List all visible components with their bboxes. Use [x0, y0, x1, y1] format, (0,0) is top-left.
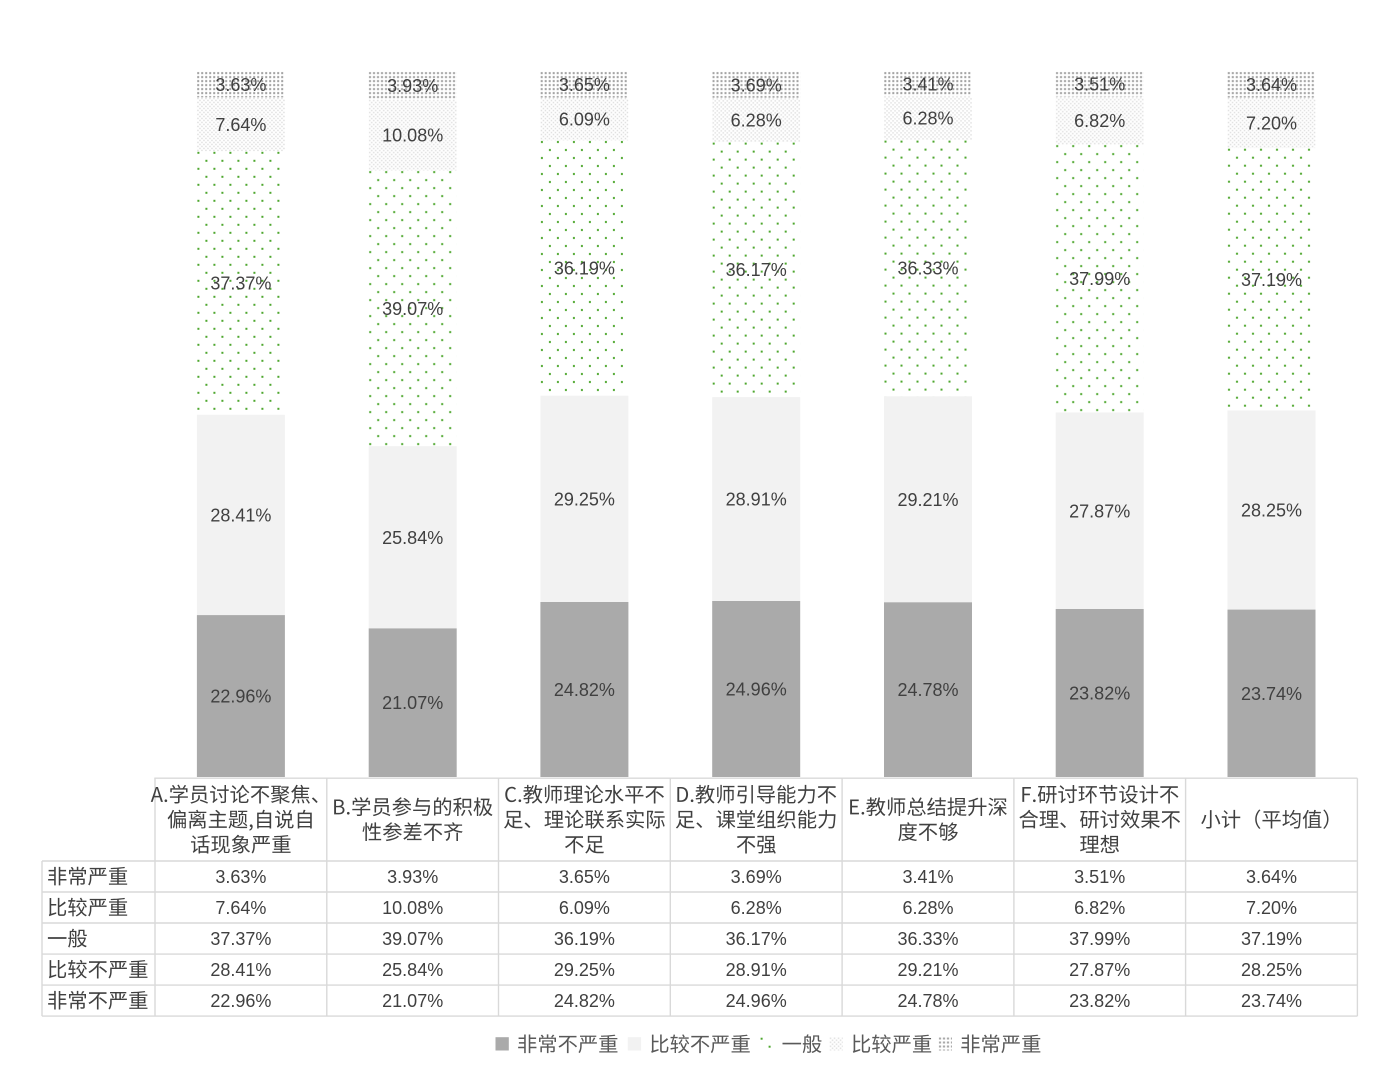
- svg-text:29.21%: 29.21%: [897, 960, 958, 980]
- svg-text:36.33%: 36.33%: [897, 929, 958, 949]
- svg-text:25.84%: 25.84%: [382, 528, 443, 548]
- svg-text:3.69%: 3.69%: [731, 75, 782, 95]
- svg-text:39.07%: 39.07%: [382, 929, 443, 949]
- svg-text:28.25%: 28.25%: [1241, 501, 1302, 521]
- svg-text:36.19%: 36.19%: [554, 929, 615, 949]
- svg-text:23.82%: 23.82%: [1069, 991, 1130, 1011]
- svg-text:37.37%: 37.37%: [210, 929, 271, 949]
- svg-text:6.28%: 6.28%: [731, 111, 782, 131]
- svg-text:7.20%: 7.20%: [1246, 113, 1297, 133]
- svg-text:24.96%: 24.96%: [726, 680, 787, 700]
- svg-text:29.21%: 29.21%: [897, 490, 958, 510]
- svg-text:6.28%: 6.28%: [902, 898, 953, 918]
- svg-text:28.25%: 28.25%: [1241, 960, 1302, 980]
- svg-text:3.64%: 3.64%: [1246, 75, 1297, 95]
- svg-text:7.20%: 7.20%: [1246, 898, 1297, 918]
- svg-text:24.96%: 24.96%: [726, 991, 787, 1011]
- svg-text:24.82%: 24.82%: [554, 991, 615, 1011]
- svg-text:3.69%: 3.69%: [731, 867, 782, 887]
- svg-text:3.41%: 3.41%: [902, 74, 953, 94]
- svg-text:37.37%: 37.37%: [210, 274, 271, 294]
- svg-text:24.78%: 24.78%: [897, 991, 958, 1011]
- svg-text:37.19%: 37.19%: [1241, 929, 1302, 949]
- svg-text:36.17%: 36.17%: [726, 929, 787, 949]
- svg-text:39.07%: 39.07%: [382, 299, 443, 319]
- svg-text:23.74%: 23.74%: [1241, 991, 1302, 1011]
- svg-text:24.78%: 24.78%: [897, 680, 958, 700]
- svg-text:28.91%: 28.91%: [726, 490, 787, 510]
- svg-text:24.82%: 24.82%: [554, 680, 615, 700]
- svg-text:36.33%: 36.33%: [897, 259, 958, 279]
- svg-text:36.19%: 36.19%: [554, 259, 615, 279]
- svg-text:37.19%: 37.19%: [1241, 270, 1302, 290]
- svg-text:7.64%: 7.64%: [215, 115, 266, 135]
- svg-text:27.87%: 27.87%: [1069, 960, 1130, 980]
- svg-text:3.41%: 3.41%: [902, 867, 953, 887]
- svg-text:37.99%: 37.99%: [1069, 929, 1130, 949]
- svg-text:3.51%: 3.51%: [1074, 867, 1125, 887]
- svg-text:10.08%: 10.08%: [382, 126, 443, 146]
- svg-text:29.25%: 29.25%: [554, 960, 615, 980]
- svg-text:23.74%: 23.74%: [1241, 684, 1302, 704]
- svg-text:36.17%: 36.17%: [726, 260, 787, 280]
- svg-text:21.07%: 21.07%: [382, 991, 443, 1011]
- svg-text:3.51%: 3.51%: [1074, 75, 1125, 95]
- svg-text:3.65%: 3.65%: [559, 867, 610, 887]
- svg-text:23.82%: 23.82%: [1069, 684, 1130, 704]
- svg-text:6.82%: 6.82%: [1074, 898, 1125, 918]
- svg-text:6.82%: 6.82%: [1074, 111, 1125, 131]
- svg-text:3.93%: 3.93%: [387, 867, 438, 887]
- svg-text:28.91%: 28.91%: [726, 960, 787, 980]
- svg-text:6.28%: 6.28%: [902, 109, 953, 129]
- svg-text:6.28%: 6.28%: [731, 898, 782, 918]
- svg-text:21.07%: 21.07%: [382, 693, 443, 713]
- svg-text:3.63%: 3.63%: [215, 867, 266, 887]
- svg-text:22.96%: 22.96%: [210, 991, 271, 1011]
- svg-text:28.41%: 28.41%: [210, 960, 271, 980]
- svg-text:7.64%: 7.64%: [215, 898, 266, 918]
- svg-text:27.87%: 27.87%: [1069, 501, 1130, 521]
- svg-text:6.09%: 6.09%: [559, 898, 610, 918]
- svg-text:37.99%: 37.99%: [1069, 269, 1130, 289]
- svg-text:22.96%: 22.96%: [210, 687, 271, 707]
- svg-text:3.93%: 3.93%: [387, 76, 438, 96]
- svg-text:6.09%: 6.09%: [559, 110, 610, 130]
- svg-text:29.25%: 29.25%: [554, 489, 615, 509]
- svg-text:3.63%: 3.63%: [215, 75, 266, 95]
- svg-text:3.65%: 3.65%: [559, 75, 610, 95]
- svg-text:28.41%: 28.41%: [210, 505, 271, 525]
- svg-text:25.84%: 25.84%: [382, 960, 443, 980]
- svg-text:3.64%: 3.64%: [1246, 867, 1297, 887]
- svg-text:10.08%: 10.08%: [382, 898, 443, 918]
